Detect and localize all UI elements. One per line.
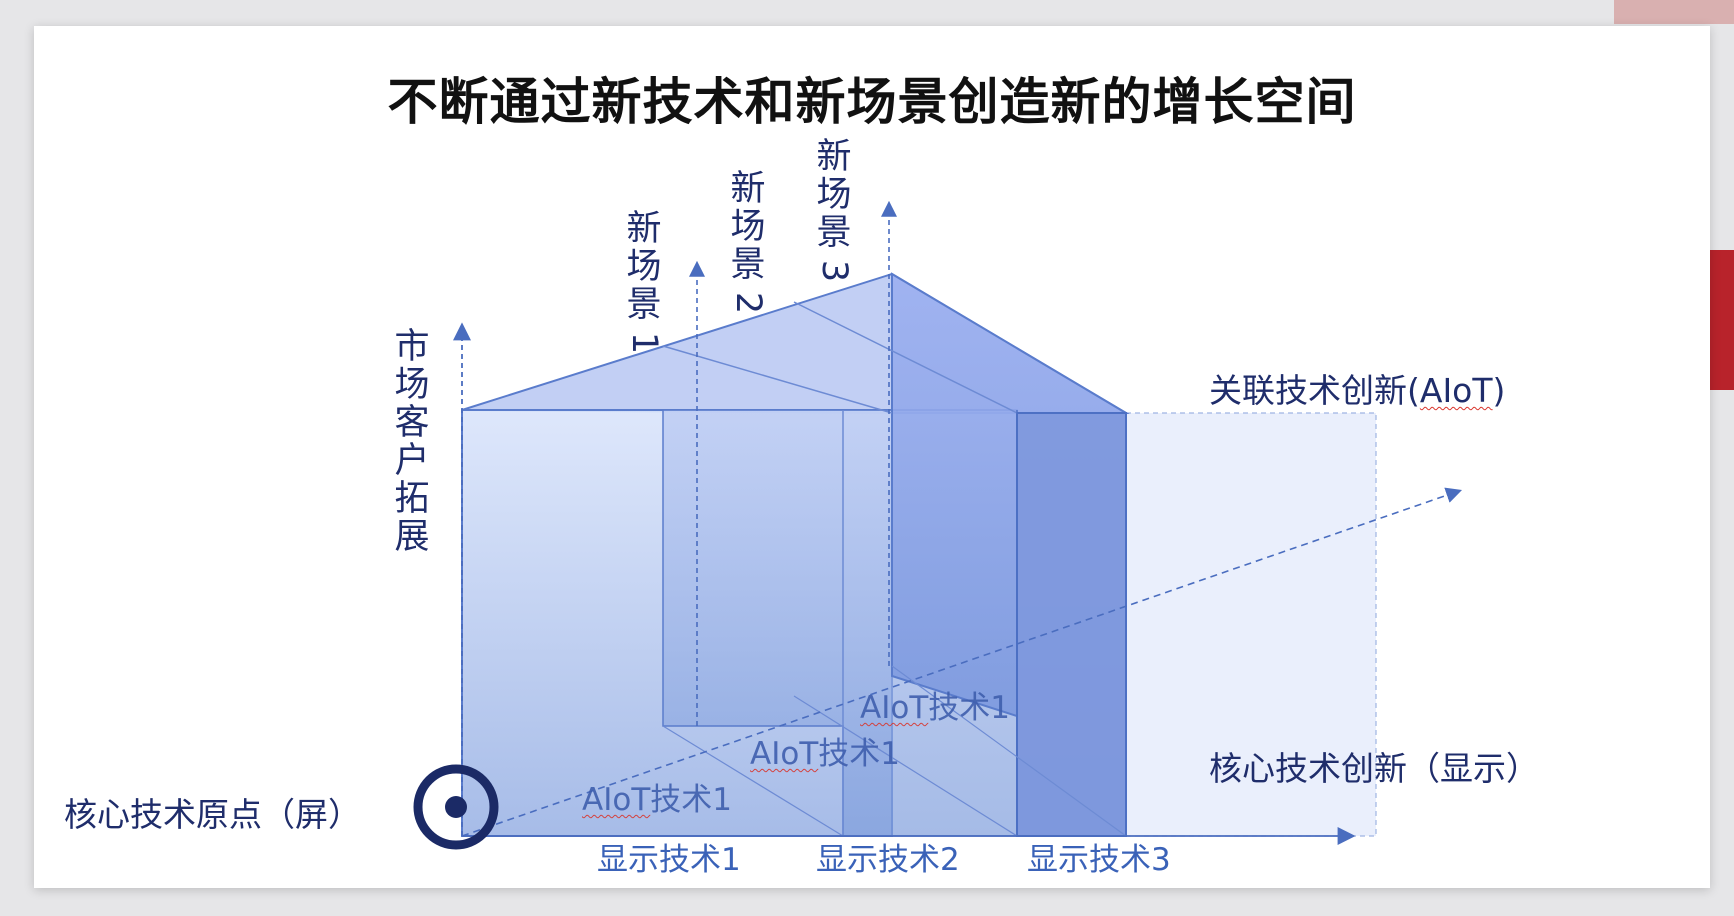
aiot-tech-label-3: AIoT技术1 (860, 690, 1010, 726)
floor-edge-2 (793, 695, 1018, 837)
slide-canvas: 不断通过新技术和新场景创造新的增长空间 (34, 26, 1710, 888)
display-tech-label-3: 显示技术3 (1027, 842, 1171, 878)
background-red-stripe-top (1614, 0, 1734, 24)
origin-ring (413, 764, 499, 850)
aiot-axis-arrow (461, 487, 1463, 837)
origin-dot (445, 796, 467, 818)
aiot-plane-extension (1125, 412, 1377, 837)
aiot-tech-label-1: AIoT技术1 (582, 782, 732, 818)
scene-1-label: 新 场 景 1 (624, 209, 664, 355)
growth-space-diagram (413, 200, 1463, 850)
depth-edge-1 (662, 345, 893, 414)
origin-label: 核心技术原点（屏） (64, 795, 361, 834)
aiot-axis-label: 关联技术创新(AIoT) (1209, 371, 1506, 410)
slide-title: 不断通过新技术和新场景创造新的增长空间 (387, 73, 1357, 131)
core-axis-label: 核心技术创新（显示） (1209, 749, 1539, 788)
floor-edge-3 (891, 665, 1127, 837)
aiot-tech-label-2: AIoT技术1 (750, 736, 900, 772)
display-tech-label-2: 显示技术2 (816, 842, 960, 878)
background-red-block-right (1710, 250, 1734, 390)
market-expansion-label: 市 场 客 户 拓 展 (394, 327, 430, 557)
scene-3-label: 新 场 景 3 (814, 137, 854, 283)
scene-2-label: 新 场 景 2 (728, 169, 768, 315)
display-tech-label-1: 显示技术1 (597, 842, 741, 878)
depth-edge-2 (793, 301, 1018, 414)
floor-edge-1 (662, 725, 844, 837)
prism-right-face (1016, 412, 1127, 837)
